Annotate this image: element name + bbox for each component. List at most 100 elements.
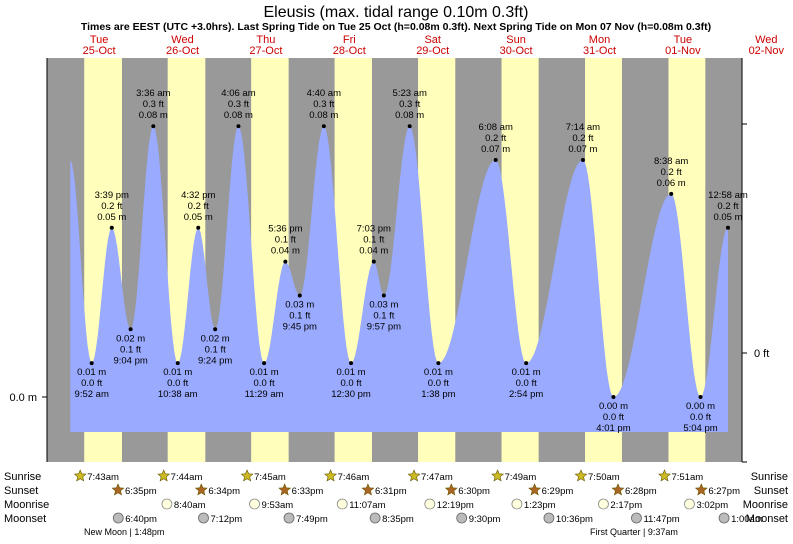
tide-time-label: 6:08 am [479, 122, 513, 133]
moonset-icon [198, 512, 209, 524]
tide-time-label: 12:30 pm [331, 389, 371, 400]
chart-subtitle: Times are EEST (UTC +3.0hrs). Last Sprin… [81, 21, 711, 33]
moonset-row-label-left: Moonset [4, 513, 46, 525]
chart-title: Eleusis (max. tidal range 0.10m 0.3ft) [263, 4, 528, 21]
tide-height-label: 0.01 m [337, 367, 366, 378]
moon-phase-new-moon: New Moon | 1:48pm [84, 527, 164, 537]
tide-time-label: 5:36 pm [268, 224, 302, 235]
moonset-icon [631, 512, 642, 524]
tide-area [70, 126, 728, 432]
moonrise-icon [249, 498, 260, 510]
sunrise-icon [73, 469, 87, 482]
date-label: 01-Nov [665, 45, 701, 57]
moon-phase-first-quarter: First Quarter | 9:37am [590, 527, 678, 537]
moonset-icon [112, 512, 124, 524]
sunrise-icon [157, 469, 171, 482]
tide-water-area [70, 126, 728, 432]
tide-height-label: 0.1 ft [120, 344, 141, 355]
tide-extreme-point [213, 327, 218, 332]
tide-extreme-point [493, 158, 498, 163]
moonset-icon [369, 512, 381, 524]
tide-height-label: 0.01 m [163, 367, 192, 378]
sunset-row-label-left: Sunset [4, 485, 38, 497]
tide-extreme-point [698, 395, 703, 399]
tide-height-label: 0.2 ft [572, 133, 593, 144]
tide-extreme-point [262, 361, 267, 366]
tide-extreme-point [580, 158, 585, 163]
sunset-icon [611, 483, 625, 496]
sun-moon-rows: Sunrise Sunset Moonrise Moonset Sunrise … [4, 469, 788, 537]
tide-extreme-point [725, 225, 730, 230]
tide-extreme-point [669, 191, 674, 196]
tide-height-label: 0.1 ft [205, 344, 226, 355]
tide-extreme-point [151, 124, 156, 129]
sunset-time: 6:29pm [542, 486, 574, 497]
tide-height-label: 0.1 ft [289, 310, 310, 321]
sunset-time: 6:34pm [208, 486, 240, 497]
tide-extreme-point [283, 259, 288, 264]
tide-extreme-point [407, 124, 412, 129]
moonset-time: 7:49pm [296, 514, 328, 525]
tide-height-label: 0.0 ft [603, 412, 624, 423]
sunrise-time: 7:45am [254, 472, 286, 483]
tide-time-label: 4:01 pm [596, 423, 630, 434]
tide-height-label: 0.03 m [369, 299, 398, 310]
sunset-icon [111, 483, 125, 496]
tide-extreme-point [297, 293, 302, 298]
sunrise-time: 7:43am [87, 472, 119, 483]
moonset-icon [718, 512, 730, 524]
tide-height-label: 0.08 m [224, 110, 253, 121]
moonrise-time: 9:53am [262, 500, 294, 511]
left-axis-tick-label: 0.0 m [9, 392, 37, 404]
date-label: 29-Oct [416, 45, 449, 57]
sunset-icon [528, 483, 542, 496]
sunrise-time: 7:46am [338, 472, 370, 483]
sunset-time: 6:35pm [125, 486, 157, 497]
tide-extreme-point [89, 361, 94, 366]
moonrise-row-label-right: Moonrise [743, 499, 788, 511]
tide-height-label: 0.3 ft [228, 99, 249, 110]
tide-time-label: 4:06 am [221, 88, 255, 99]
moonrise-time: 11:07am [349, 500, 385, 511]
sunset-time: 6:31pm [375, 486, 407, 497]
moonset-icon [283, 512, 295, 524]
moonrise-icon [511, 498, 523, 510]
day-of-week-label: Wed [171, 34, 193, 46]
tide-time-label: 4:32 pm [181, 190, 215, 201]
day-headers: Tue25-OctWed26-OctThu27-OctFri28-OctSat2… [83, 34, 785, 57]
tide-height-label: 0.00 m [599, 401, 628, 412]
moonrise-icon [684, 498, 695, 510]
tide-height-label: 0.05 m [713, 212, 742, 223]
tide-height-label: 0.04 m [271, 246, 300, 257]
tide-height-label: 0.07 m [568, 144, 597, 155]
tide-extreme-point [381, 293, 386, 298]
tide-time-label: 11:29 am [245, 389, 284, 400]
tide-time-label: 3:39 pm [95, 190, 129, 201]
sunset-icon [194, 483, 208, 496]
tide-time-label: 9:24 pm [198, 355, 232, 366]
date-label: 28-Oct [333, 45, 366, 57]
tide-height-label: 0.07 m [481, 144, 510, 155]
sunrise-row-label-left: Sunrise [4, 471, 41, 483]
day-of-week-label: Tue [674, 34, 693, 46]
tide-time-label: 1:38 pm [421, 389, 455, 400]
tide-time-label: 12:58 am [708, 190, 748, 201]
moonset-time: 10:36pm [556, 514, 593, 525]
tide-height-label: 0.3 ft [399, 99, 420, 110]
tide-height-label: 0.03 m [285, 299, 314, 310]
tide-height-label: 0.02 m [116, 333, 145, 344]
tide-height-label: 0.04 m [359, 246, 388, 257]
sunset-icon [694, 483, 708, 496]
tide-height-label: 0.0 ft [516, 378, 537, 389]
tide-height-label: 0.1 ft [275, 235, 296, 246]
date-label: 02-Nov [749, 45, 785, 57]
tide-height-label: 0.02 m [201, 333, 230, 344]
tide-extreme-point [611, 395, 616, 399]
moonrise-time: 8:40am [174, 500, 206, 511]
tide-height-label: 0.0 ft [690, 412, 711, 423]
tide-extreme-point [436, 361, 441, 366]
tide-height-label: 0.08 m [139, 110, 168, 121]
sunrise-time: 7:44am [171, 472, 203, 483]
tide-height-label: 0.00 m [686, 401, 715, 412]
